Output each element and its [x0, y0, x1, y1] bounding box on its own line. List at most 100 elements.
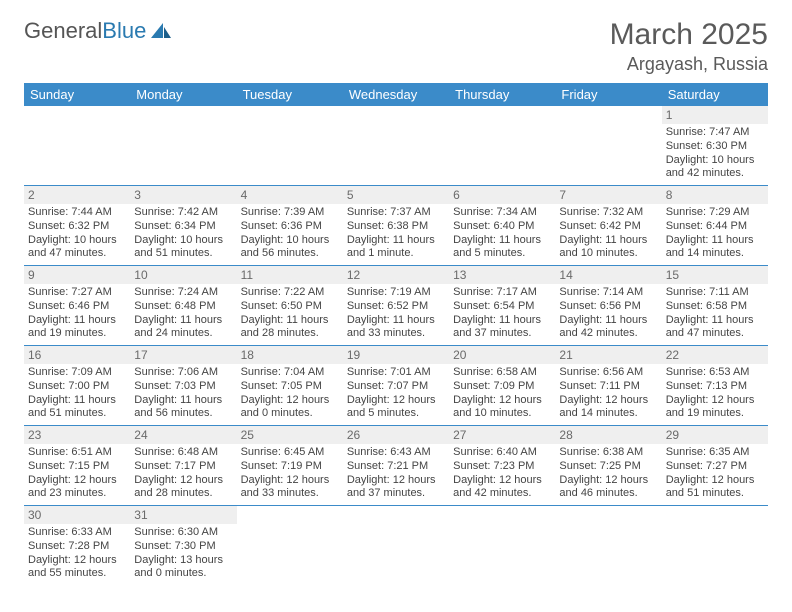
daylight1-text: Daylight: 10 hours — [28, 234, 126, 248]
day-number: 6 — [449, 186, 555, 204]
sunset-text: Sunset: 7:00 PM — [28, 380, 126, 394]
calendar-day: 16Sunrise: 7:09 AMSunset: 7:00 PMDayligh… — [24, 346, 130, 426]
sunset-text: Sunset: 7:28 PM — [28, 540, 126, 554]
daylight2-text: and 42 minutes. — [453, 487, 551, 501]
sunset-text: Sunset: 6:36 PM — [241, 220, 339, 234]
daylight1-text: Daylight: 13 hours — [134, 554, 232, 568]
daylight1-text: Daylight: 11 hours — [666, 234, 764, 248]
sunrise-text: Sunrise: 7:06 AM — [134, 366, 232, 380]
sunset-text: Sunset: 7:27 PM — [666, 460, 764, 474]
sunset-text: Sunset: 7:17 PM — [134, 460, 232, 474]
calendar-table: Sunday Monday Tuesday Wednesday Thursday… — [24, 83, 768, 585]
calendar-week: 16 Sunrise: 7:09 AMSunset: 7:00 PM Dayligh… — [24, 346, 768, 426]
day-number: 3 — [130, 186, 236, 204]
sunrise-text: Sunrise: 6:33 AM — [28, 526, 126, 540]
daylight1-text: Daylight: 12 hours — [28, 474, 126, 488]
calendar-day: 27Sunrise: 6:40 AMSunset: 7:23 PMDayligh… — [449, 426, 555, 506]
sunrise-text: Sunrise: 7:09 AM — [28, 366, 126, 380]
calendar-day: 8Sunrise: 7:29 AMSunset: 6:44 PMDaylight… — [662, 186, 768, 266]
daylight1-text: Daylight: 12 hours — [241, 474, 339, 488]
sunset-text: Sunset: 6:56 PM — [559, 300, 657, 314]
calendar-day: 7Sunrise: 7:32 AMSunset: 6:42 PMDaylight… — [555, 186, 661, 266]
day-number: 23 — [24, 426, 130, 444]
day-number: 21 — [555, 346, 661, 364]
sunset-text: Sunset: 7:09 PM — [453, 380, 551, 394]
calendar-day: 29Sunrise: 6:35 AMSunset: 7:27 PMDayligh… — [662, 426, 768, 506]
calendar-week: 1Sunrise: 7:47 AMSunset: 6:30 PMDaylight… — [24, 106, 768, 186]
daylight1-text: Daylight: 12 hours — [666, 474, 764, 488]
day-number: 10 — [130, 266, 236, 284]
daylight1-text: Daylight: 12 hours — [28, 554, 126, 568]
sunset-text: Sunset: 7:13 PM — [666, 380, 764, 394]
calendar-day: 2Sunrise: 7:44 AMSunset: 6:32 PMDaylight… — [24, 186, 130, 266]
sunrise-text: Sunrise: 6:45 AM — [241, 446, 339, 460]
sunrise-text: Sunrise: 6:56 AM — [559, 366, 657, 380]
day-number: 7 — [555, 186, 661, 204]
daylight1-text: Daylight: 11 hours — [347, 314, 445, 328]
sunset-text: Sunset: 6:48 PM — [134, 300, 232, 314]
daylight2-text: and 24 minutes. — [134, 327, 232, 341]
daylight1-text: Daylight: 10 hours — [134, 234, 232, 248]
sunset-text: Sunset: 6:34 PM — [134, 220, 232, 234]
calendar-day: 3 Sunrise: 7:42 AMSunset: 6:34 PMDaylight… — [130, 186, 236, 266]
day-number: 9 — [24, 266, 130, 284]
daylight1-text: Daylight: 11 hours — [453, 314, 551, 328]
daylight1-text: Daylight: 10 hours — [666, 154, 764, 168]
title-block: March 2025 Argayash, Russia — [610, 18, 768, 75]
sunrise-text: Sunrise: 6:40 AM — [453, 446, 551, 460]
calendar-day — [24, 106, 130, 186]
sunrise-text: Sunrise: 7:14 AM — [559, 286, 657, 300]
sunrise-text: Sunrise: 7:34 AM — [453, 206, 551, 220]
day-number: 24 — [130, 426, 236, 444]
weekday-header: Sunday — [24, 83, 130, 106]
calendar-day: 5Sunrise: 7:37 AMSunset: 6:38 PMDaylight… — [343, 186, 449, 266]
calendar-day: 17Sunrise: 7:06 AMSunset: 7:03 PMDayligh… — [130, 346, 236, 426]
day-number: 4 — [237, 186, 343, 204]
sunrise-text: Sunrise: 7:42 AM — [134, 206, 232, 220]
sunset-text: Sunset: 6:50 PM — [241, 300, 339, 314]
daylight2-text: and 56 minutes. — [134, 407, 232, 421]
daylight1-text: Daylight: 12 hours — [347, 474, 445, 488]
sunset-text: Sunset: 6:54 PM — [453, 300, 551, 314]
sunset-text: Sunset: 6:58 PM — [666, 300, 764, 314]
day-number: 22 — [662, 346, 768, 364]
day-number: 26 — [343, 426, 449, 444]
calendar-day: 31Sunrise: 6:30 AMSunset: 7:30 PMDayligh… — [130, 506, 236, 586]
daylight2-text: and 33 minutes. — [347, 327, 445, 341]
sunset-text: Sunset: 7:15 PM — [28, 460, 126, 474]
calendar-day — [449, 106, 555, 186]
calendar-day: 1Sunrise: 7:47 AMSunset: 6:30 PMDaylight… — [662, 106, 768, 186]
daylight2-text: and 42 minutes. — [559, 327, 657, 341]
day-number: 31 — [130, 506, 236, 524]
day-number: 20 — [449, 346, 555, 364]
sunrise-text: Sunrise: 7:37 AM — [347, 206, 445, 220]
daylight2-text: and 42 minutes. — [666, 167, 764, 181]
daylight2-text: and 47 minutes. — [666, 327, 764, 341]
sunset-text: Sunset: 6:42 PM — [559, 220, 657, 234]
day-number: 30 — [24, 506, 130, 524]
daylight1-text: Daylight: 11 hours — [28, 314, 126, 328]
calendar-day — [130, 106, 236, 186]
sail-icon — [150, 22, 172, 40]
logo: GeneralBlue — [24, 18, 172, 44]
daylight2-text: and 46 minutes. — [559, 487, 657, 501]
daylight1-text: Daylight: 12 hours — [347, 394, 445, 408]
sunset-text: Sunset: 7:19 PM — [241, 460, 339, 474]
calendar-week: 23Sunrise: 6:51 AMSunset: 7:15 PMDayligh… — [24, 426, 768, 506]
daylight2-text: and 37 minutes. — [347, 487, 445, 501]
calendar-week: 9Sunrise: 7:27 AMSunset: 6:46 PMDaylight… — [24, 266, 768, 346]
sunrise-text: Sunrise: 7:01 AM — [347, 366, 445, 380]
calendar-day: 11Sunrise: 7:22 AMSunset: 6:50 PMDayligh… — [237, 266, 343, 346]
calendar-day: 13Sunrise: 7:17 AMSunset: 6:54 PMDayligh… — [449, 266, 555, 346]
day-number: 27 — [449, 426, 555, 444]
daylight1-text: Daylight: 11 hours — [559, 314, 657, 328]
sunrise-text: Sunrise: 7:24 AM — [134, 286, 232, 300]
sunrise-text: Sunrise: 6:38 AM — [559, 446, 657, 460]
calendar-day: 28Sunrise: 6:38 AMSunset: 7:25 PMDayligh… — [555, 426, 661, 506]
day-number: 18 — [237, 346, 343, 364]
day-number: 16 — [24, 346, 130, 364]
sunrise-text: Sunrise: 6:58 AM — [453, 366, 551, 380]
calendar-day — [449, 506, 555, 586]
sunrise-text: Sunrise: 7:17 AM — [453, 286, 551, 300]
calendar-day — [343, 506, 449, 586]
